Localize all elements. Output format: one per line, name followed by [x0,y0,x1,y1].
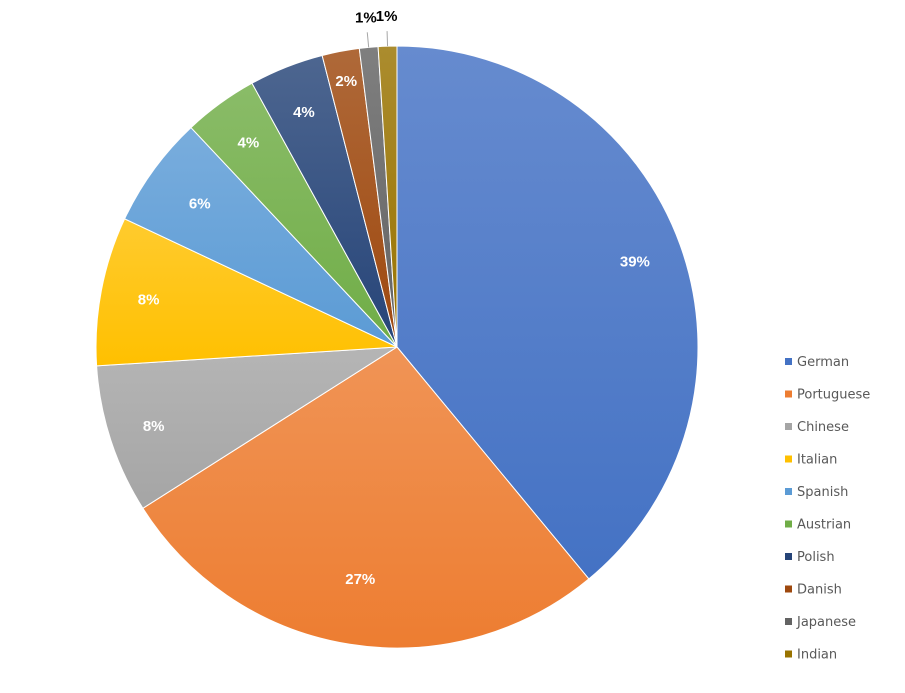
legend-swatch-chinese [785,423,792,430]
data-label-spanish: 6% [189,196,211,213]
legend-swatch-danish [785,585,792,593]
data-label-indian: 1% [376,8,398,25]
slice-italian [95,218,398,367]
legend-swatch-german [785,358,792,365]
legend-label-polish: Polish [797,550,835,565]
legend-label-german: German [797,355,849,370]
legend: German Portuguese Chinese Italian Spanish Aus… [785,355,870,663]
legend-swatch-austrian [785,520,792,528]
slice-chinese [96,346,398,509]
legend-label-portuguese: Portuguese [797,388,870,403]
data-label-austrian: 4% [238,134,260,151]
pie-slices [95,45,699,649]
legend-swatch-indian [785,650,792,658]
legend-label-japanese: Japanese [796,615,856,630]
data-label-japanese: 1% [355,9,377,26]
pie-data-labels: 39% 27% 8% 8% 6% 4% 4% 2% 1% 1% [138,8,650,588]
data-label-danish: 2% [335,73,357,90]
slice-german [396,45,699,580]
legend-swatch-polish [785,553,792,560]
legend-label-italian: Italian [797,453,837,468]
data-label-chinese: 8% [143,418,165,435]
data-label-german: 39% [620,253,650,270]
slice-indian [377,45,398,348]
legend-swatch-portuguese [785,390,792,398]
data-label-italian: 8% [138,292,160,309]
legend-label-austrian: Austrian [797,518,851,533]
legend-swatch-spanish [785,488,792,495]
legend-label-chinese: Chinese [797,420,849,435]
data-label-polish: 4% [293,104,315,121]
legend-swatch-japanese [785,618,792,625]
slice-portuguese [142,346,590,649]
legend-label-spanish: Spanish [797,485,848,500]
leader-line-japanese [366,32,370,48]
legend-label-indian: Indian [797,648,837,663]
legend-label-danish: Danish [797,583,842,598]
data-label-portuguese: 27% [345,571,375,588]
legend-swatch-italian [785,455,792,463]
